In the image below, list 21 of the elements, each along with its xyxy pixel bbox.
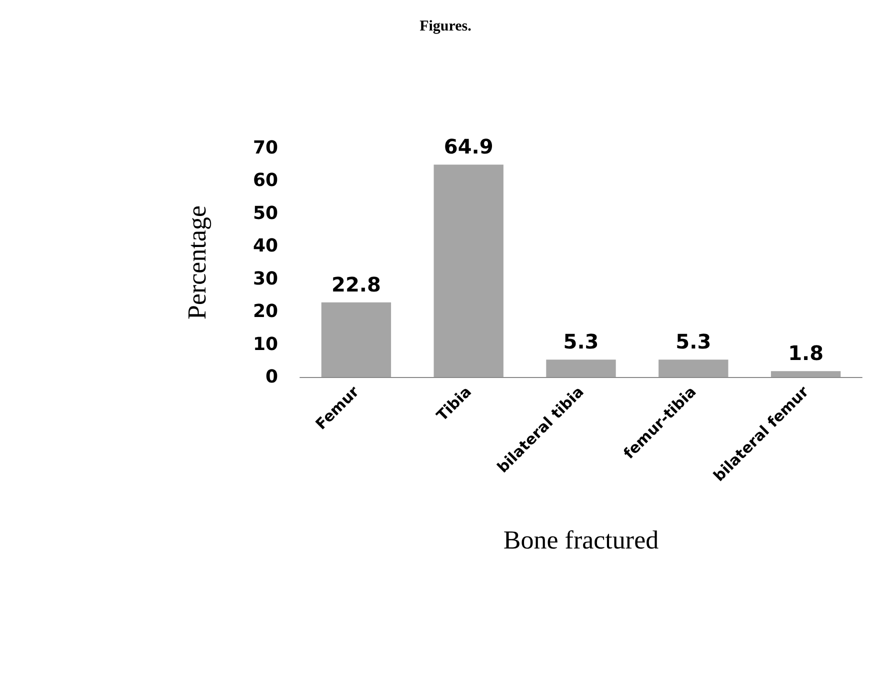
- data-label: 5.3: [676, 330, 712, 354]
- chart-title: Figures.: [420, 18, 472, 34]
- data-label: 22.8: [332, 272, 381, 296]
- data-label: 1.8: [788, 341, 824, 366]
- bar: [321, 302, 392, 377]
- y-tick-label: 10: [252, 334, 278, 355]
- y-tick-label: 20: [252, 301, 278, 322]
- y-tick-label: 50: [252, 202, 278, 224]
- x-axis-title: Bone fractured: [503, 526, 659, 554]
- data-label: 64.9: [444, 134, 494, 159]
- y-axis-title: Percentage: [182, 205, 212, 320]
- bar: [434, 164, 504, 377]
- bar: [658, 360, 728, 377]
- y-tick-label: 60: [252, 170, 278, 192]
- y-tick-label: 0: [265, 366, 278, 388]
- y-tick-label: 30: [252, 268, 278, 290]
- y-tick-label: 70: [252, 138, 278, 158]
- data-label: 5.3: [563, 330, 599, 354]
- bar: [770, 371, 841, 377]
- bar: [546, 360, 616, 377]
- y-tick-label: 40: [252, 236, 278, 257]
